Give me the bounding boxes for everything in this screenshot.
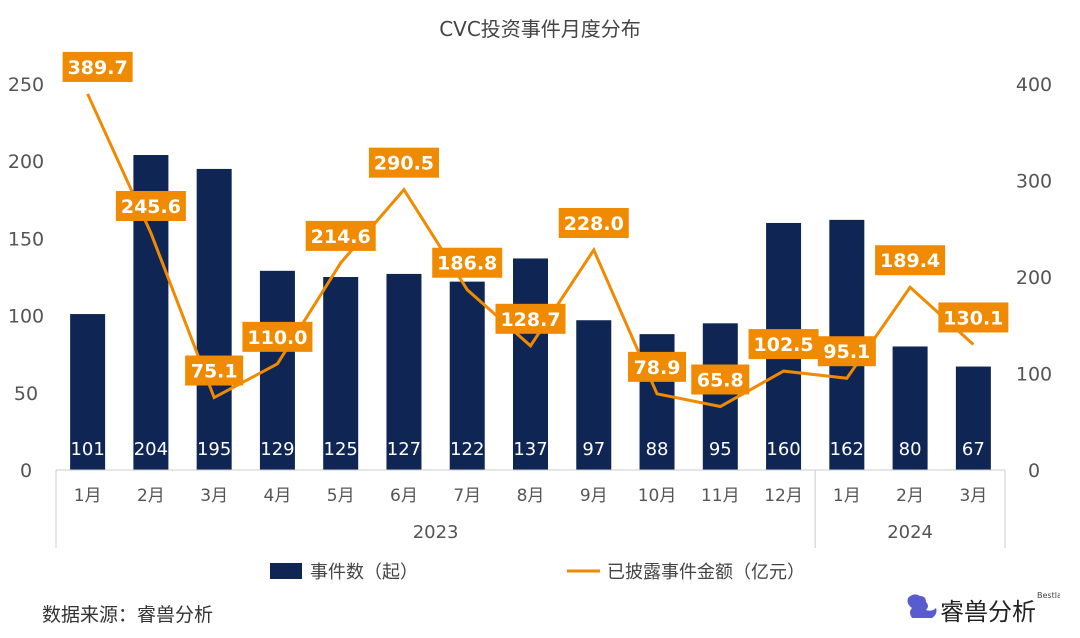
category-label: 10月 <box>638 486 677 506</box>
bar-data-label: 195 <box>197 439 231 460</box>
bar <box>386 273 422 470</box>
line-data-label: 95.1 <box>823 341 870 363</box>
bar-data-label: 101 <box>70 439 104 460</box>
group-label: 2024 <box>887 522 933 543</box>
bar <box>449 281 485 470</box>
line-data-label: 214.6 <box>311 226 371 248</box>
category-label: 6月 <box>390 486 418 506</box>
line-data-label: 65.8 <box>697 370 744 392</box>
line-data-label: 228.0 <box>564 213 624 235</box>
category-label: 3月 <box>959 486 987 506</box>
category-label: 2月 <box>896 486 924 506</box>
line-data-label-box <box>691 364 750 395</box>
right-tick-label: 300 <box>1016 171 1052 193</box>
bar <box>196 168 232 471</box>
bar-data-label: 80 <box>899 439 922 460</box>
line-data-label-box <box>628 351 687 382</box>
category-label: 1月 <box>74 486 102 506</box>
line-data-label-box <box>305 220 376 251</box>
legend-bar-label: 事件数（起） <box>310 562 418 583</box>
left-tick-label: 100 <box>8 306 44 328</box>
bar <box>702 323 738 470</box>
right-tick-label: 0 <box>1028 460 1040 482</box>
bar <box>955 366 991 470</box>
line-data-label-box <box>432 247 503 278</box>
bar <box>70 314 106 470</box>
bar-data-label: 137 <box>513 439 547 460</box>
category-label: 8月 <box>517 486 545 506</box>
bar <box>513 258 548 470</box>
bar-data-label: 204 <box>134 439 168 460</box>
chart-title: CVC投资事件月度分布 <box>439 17 641 41</box>
bar <box>576 320 612 470</box>
left-tick-label: 250 <box>8 74 44 96</box>
line-data-label-box <box>242 321 313 352</box>
line-data-label-box <box>115 190 186 221</box>
bar <box>323 277 359 470</box>
line-data-label: 128.7 <box>500 309 560 331</box>
group-label: 2023 <box>413 522 459 543</box>
line-data-label: 186.8 <box>437 253 497 275</box>
category-label: 2月 <box>137 486 165 506</box>
line-data-label: 102.5 <box>754 334 814 356</box>
line-data-label-box <box>875 245 946 276</box>
bar-data-label: 122 <box>450 439 484 460</box>
line-data-label: 78.9 <box>634 357 681 379</box>
category-label: 7月 <box>453 486 481 506</box>
bar-data-label: 95 <box>709 439 732 460</box>
line-data-label-box <box>558 207 629 238</box>
line-series <box>86 93 975 409</box>
left-tick-label: 200 <box>8 151 44 173</box>
line-data-label: 245.6 <box>121 196 181 218</box>
bar-data-label: 125 <box>324 439 358 460</box>
bar-data-label: 160 <box>766 439 800 460</box>
right-tick-label: 400 <box>1016 74 1052 96</box>
bar-data-label: 97 <box>582 439 605 460</box>
bar <box>892 346 928 470</box>
line-data-label: 75.1 <box>191 361 238 383</box>
line-data-label-box <box>817 336 876 367</box>
line-data-label-box <box>748 329 819 360</box>
left-tick-label: 150 <box>8 228 44 250</box>
logo: 睿兽分析 Bestla <box>907 591 1060 626</box>
logo-text: 睿兽分析 <box>940 598 1036 626</box>
line-data-label-box <box>368 147 439 178</box>
line-data-label: 189.4 <box>880 250 940 272</box>
right-tick-label: 200 <box>1016 267 1052 289</box>
line-data-label: 389.7 <box>68 57 128 79</box>
category-label: 1月 <box>833 486 861 506</box>
bar-data-label: 67 <box>962 439 985 460</box>
category-label: 12月 <box>764 486 803 506</box>
line-data-label-box <box>185 355 244 386</box>
legend-bar-swatch <box>270 563 302 579</box>
bar-data-label: 162 <box>830 439 864 460</box>
line-data-label-box <box>938 302 1009 333</box>
bar-data-label: 127 <box>387 439 421 460</box>
logo-subtext: Bestla <box>1037 591 1060 600</box>
legend-line-label: 已披露事件金额（亿元） <box>607 562 805 583</box>
line-data-label: 110.0 <box>247 327 307 349</box>
line-data-label-box <box>495 303 566 334</box>
category-label: 11月 <box>701 486 740 506</box>
source-note: 数据来源：睿兽分析 <box>42 604 214 626</box>
line-data-label-box <box>62 51 133 82</box>
line-data-label: 290.5 <box>374 153 434 175</box>
left-tick-label: 0 <box>20 460 32 482</box>
bar-data-label: 88 <box>646 439 669 460</box>
chart: CVC投资事件月度分布 0 50 100 150 200 250 0 100 200 300 400 1… <box>8 17 1052 583</box>
bar-data-label: 129 <box>260 439 294 460</box>
line-data-label: 130.1 <box>943 307 1003 329</box>
category-label: 9月 <box>580 486 608 506</box>
left-tick-label: 50 <box>14 383 38 405</box>
right-tick-label: 100 <box>1016 364 1052 386</box>
category-label: 5月 <box>327 486 355 506</box>
category-label: 3月 <box>200 486 228 506</box>
category-label: 4月 <box>264 486 292 506</box>
logo-lion-icon <box>907 594 937 618</box>
